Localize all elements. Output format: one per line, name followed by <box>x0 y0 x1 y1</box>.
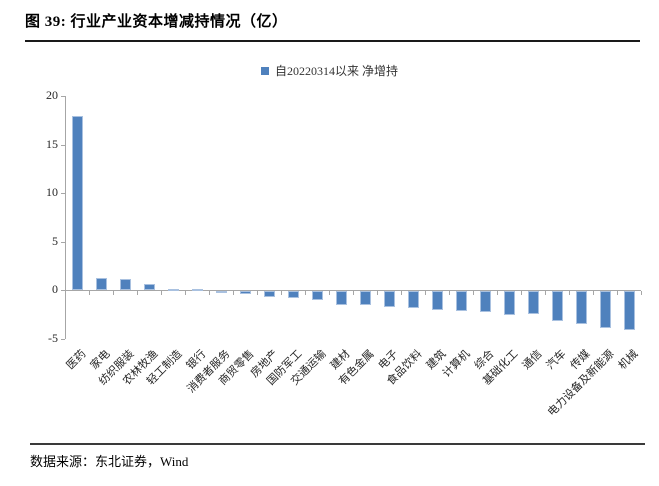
legend-label: 自20220314以来 净增持 <box>274 64 398 78</box>
bar <box>95 278 107 290</box>
bar <box>359 291 371 305</box>
bar <box>551 291 563 322</box>
x-axis-tick <box>233 291 234 295</box>
bar-chart: 20 15 10 5 0 -5 医药 家电 纺织服装 农林牧渔 轻工制造 银行 消费者服务 商贸零售 房地… <box>46 88 642 419</box>
x-axis-zero-line <box>65 290 641 291</box>
y-axis-tick <box>61 338 65 340</box>
x-axis-tick <box>377 291 378 295</box>
x-axis-tick <box>209 291 210 295</box>
bar <box>407 291 419 309</box>
x-axis-tick <box>185 291 186 295</box>
bar <box>71 116 83 290</box>
x-axis-tick <box>521 291 522 295</box>
bar <box>599 291 611 328</box>
bar <box>431 291 443 311</box>
x-axis-tick <box>329 291 330 295</box>
x-axis-tick <box>305 291 306 295</box>
x-axis-tick <box>641 291 642 295</box>
y-axis-tick <box>61 144 65 146</box>
bar <box>215 291 227 293</box>
bar <box>311 291 323 300</box>
title-divider <box>25 40 640 42</box>
y-axis-tick <box>61 290 65 291</box>
bar <box>479 291 491 313</box>
x-axis-tick <box>257 291 258 295</box>
bar <box>455 291 467 312</box>
y-axis-tick <box>61 96 65 97</box>
y-axis-tick <box>61 193 65 194</box>
x-axis-tick <box>401 291 402 295</box>
y-axis-tick-label: 0 <box>52 282 58 296</box>
x-axis-tick <box>449 291 450 295</box>
x-axis-tick <box>281 291 282 295</box>
bar <box>263 291 275 297</box>
x-axis-tick <box>161 291 162 295</box>
legend-marker-icon <box>260 66 269 75</box>
bar <box>119 279 131 290</box>
x-axis-tick <box>353 291 354 295</box>
x-axis-tick <box>137 291 138 295</box>
y-axis-tick-label: 15 <box>46 136 58 151</box>
bar <box>287 291 299 298</box>
bar <box>143 284 155 290</box>
bar <box>575 291 587 324</box>
bar <box>503 291 515 316</box>
x-axis-tick <box>617 291 618 295</box>
y-axis-line <box>65 96 66 339</box>
chart-legend: 自20220314以来 净增持 <box>0 62 659 79</box>
x-axis-tick <box>425 291 426 295</box>
y-axis-tick <box>61 241 65 243</box>
figure-title: 图 39: 行业产业资本增减持情况（亿） <box>25 14 288 30</box>
x-axis-tick <box>65 291 66 295</box>
x-axis-tick <box>569 291 570 295</box>
bar <box>239 291 251 294</box>
data-source-note: 数据来源：东北证券，Wind <box>30 454 189 469</box>
x-axis-tick <box>113 291 114 295</box>
bar <box>167 289 179 291</box>
y-axis-tick-label: 5 <box>52 233 58 248</box>
x-axis-tick <box>497 291 498 295</box>
bar <box>527 291 539 315</box>
x-axis-tick <box>89 291 90 295</box>
y-axis-tick-label: 20 <box>46 88 58 102</box>
x-axis-tick <box>593 291 594 295</box>
y-axis-tick-label: 10 <box>46 185 58 199</box>
x-axis-tick <box>545 291 546 295</box>
bar <box>623 291 635 330</box>
bar <box>191 289 203 291</box>
y-axis-tick-label: -5 <box>48 330 58 345</box>
x-axis-tick <box>473 291 474 295</box>
footer-divider <box>30 443 645 445</box>
bar <box>383 291 395 308</box>
bar <box>335 291 347 305</box>
